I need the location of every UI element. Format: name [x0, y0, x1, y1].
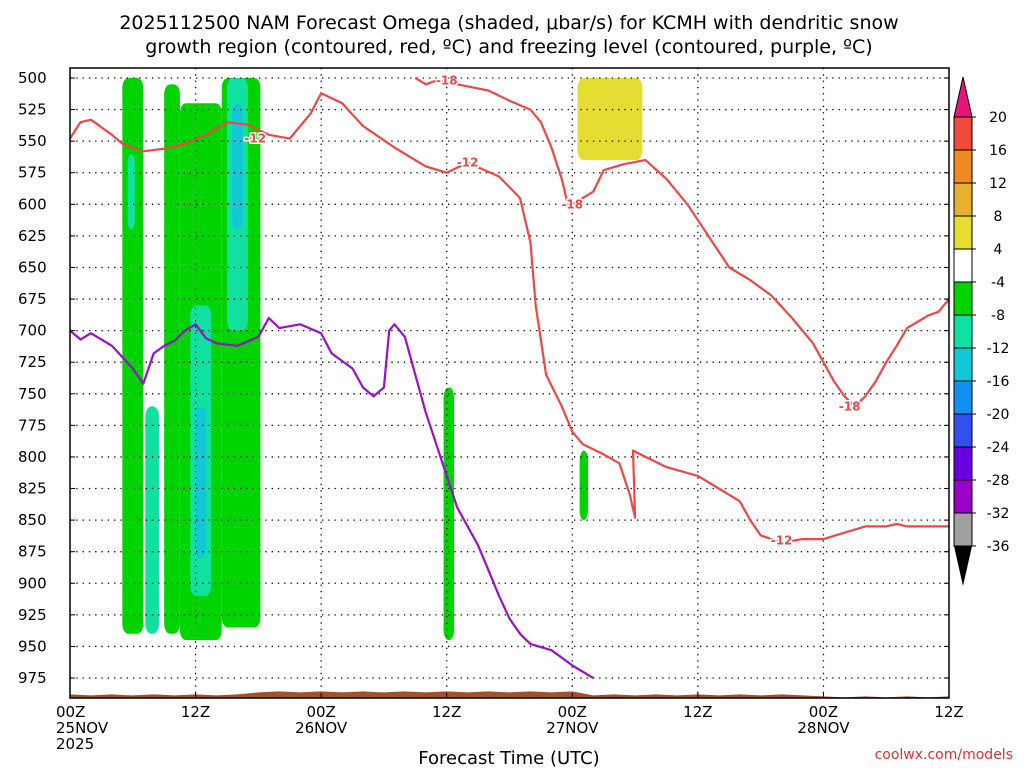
y-tick-label: 500 — [18, 69, 47, 87]
chart-title-line-1: 2025112500 NAM Forecast Omega (shaded, μ… — [119, 12, 898, 34]
y-tick-label: 900 — [18, 574, 47, 592]
colorbar-swatch — [953, 314, 973, 349]
dgz-contour — [414, 77, 949, 408]
omega-region — [579, 450, 588, 521]
omega-region — [232, 103, 243, 230]
colorbar-label: -32 — [987, 506, 1010, 522]
dgz-contour — [70, 92, 949, 544]
y-tick-label: 750 — [18, 385, 47, 403]
dgz-contour-label: -12 — [771, 533, 793, 547]
y-tick-label: 600 — [18, 195, 47, 213]
x-tick-label: 12Z — [181, 703, 210, 721]
colorbar-swatch — [953, 182, 973, 217]
omega-region — [127, 153, 135, 230]
colorbar-label: 8 — [994, 209, 1003, 225]
colorbar-swatch — [953, 479, 973, 514]
colorbar-swatch — [953, 512, 973, 547]
y-tick-label: 975 — [18, 669, 47, 687]
y-tick-label: 725 — [18, 353, 47, 371]
colorbar-label: 12 — [989, 176, 1007, 192]
y-tick-label: 525 — [18, 101, 47, 119]
x-tick-label: 28NOV — [797, 719, 850, 737]
y-tick-label: 700 — [18, 322, 47, 340]
colorbar-label: -28 — [987, 473, 1010, 489]
colorbar-label: -36 — [987, 539, 1010, 555]
ground-terrain — [70, 691, 949, 698]
colorbar-label: -12 — [987, 341, 1010, 357]
colorbar-swatch — [953, 281, 973, 316]
x-tick-label: 12Z — [934, 703, 963, 721]
y-tick-label: 650 — [18, 258, 47, 276]
colorbar-label: 4 — [994, 242, 1003, 258]
x-tick-label: 25NOV — [56, 719, 109, 737]
colorbar-extend-low — [954, 546, 972, 586]
colorbar-label: 16 — [989, 143, 1007, 159]
y-tick-label: 550 — [18, 132, 47, 150]
colorbar-swatch — [953, 215, 973, 250]
x-axis-title: Forecast Time (UTC) — [418, 748, 599, 768]
colorbar-label: -16 — [987, 374, 1010, 390]
x-tick-label: 2025 — [56, 735, 94, 753]
colorbar-swatch — [953, 149, 973, 184]
colorbar-label: -4 — [991, 275, 1005, 291]
colorbar-label: -20 — [987, 407, 1010, 423]
omega-region — [443, 387, 455, 641]
colorbar-swatch — [953, 413, 973, 448]
omega-region — [577, 78, 643, 161]
colorbar-label: -8 — [991, 308, 1005, 324]
colorbar-swatch — [953, 248, 973, 283]
y-tick-label: 800 — [18, 448, 47, 466]
watermark: coolwx.com/models — [875, 747, 1013, 763]
dgz-contour-label: -18 — [561, 197, 583, 211]
y-tick-label: 850 — [18, 511, 47, 529]
x-tick-label: 00Z — [558, 703, 587, 721]
x-tick-label: 27NOV — [546, 719, 599, 737]
y-tick-label: 925 — [18, 606, 47, 624]
freezing-level-contour — [70, 316, 594, 679]
x-tick-label: 12Z — [432, 703, 461, 721]
dgz-contour-label: -18 — [839, 399, 861, 413]
x-tick-label: 26NOV — [295, 719, 348, 737]
chart-title-line-2: growth region (contoured, red, ºC) and f… — [145, 36, 872, 58]
x-tick-label: 00Z — [809, 703, 838, 721]
x-tick-label: 00Z — [56, 703, 85, 721]
omega-region — [164, 84, 180, 634]
y-tick-label: 875 — [18, 543, 47, 561]
dgz-contour-label: -12 — [457, 156, 479, 170]
plot-frame — [69, 67, 950, 699]
y-tick-label: 825 — [18, 480, 47, 498]
x-tick-label: 12Z — [683, 703, 712, 721]
colorbar-swatch — [953, 347, 973, 382]
y-tick-label: 625 — [18, 227, 47, 245]
dgz-contour-label: -18 — [436, 74, 458, 88]
colorbar-label: -24 — [987, 440, 1010, 456]
x-tick-label: 00Z — [306, 703, 335, 721]
colorbar-swatch — [953, 116, 973, 151]
y-tick-label: 775 — [18, 416, 47, 434]
y-tick-label: 675 — [18, 290, 47, 308]
colorbar-label: 20 — [989, 110, 1007, 126]
y-tick-label: 950 — [18, 637, 47, 655]
dgz-contour-label: -12 — [244, 132, 266, 146]
y-tick-label: 575 — [18, 164, 47, 182]
colorbar-swatch — [953, 380, 973, 415]
omega-region — [195, 406, 207, 558]
colorbar-extend-high — [953, 76, 973, 118]
colorbar-swatch — [953, 446, 973, 481]
